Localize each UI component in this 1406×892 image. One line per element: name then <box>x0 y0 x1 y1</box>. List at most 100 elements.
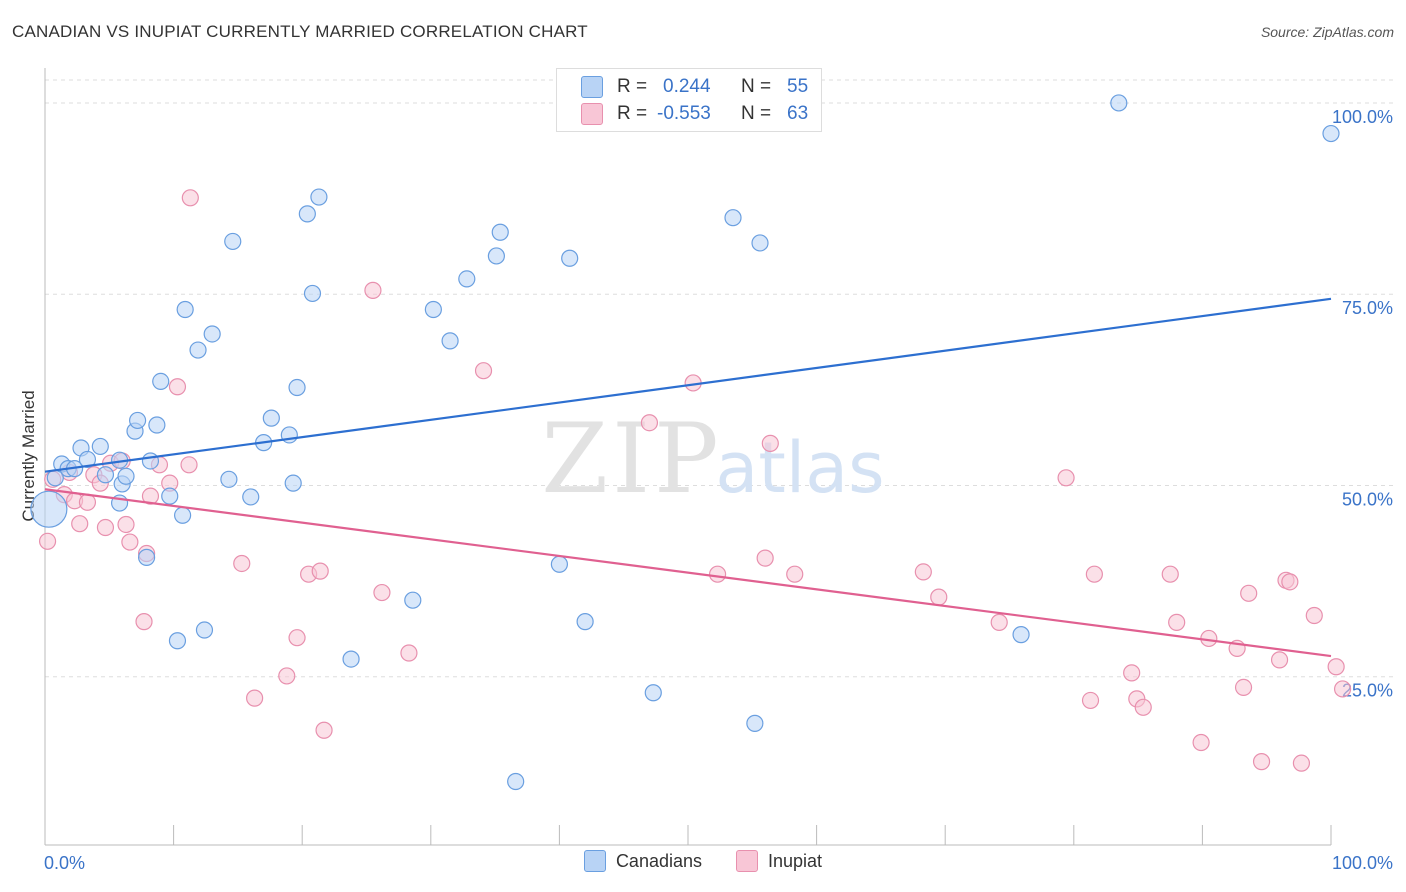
chart-source: Source: ZipAtlas.com <box>1260 24 1394 40</box>
inupiat-point <box>364 281 382 299</box>
canadians-point <box>487 247 505 265</box>
inupiat-r-value: -0.553 <box>657 103 711 124</box>
canadians-point <box>576 613 594 631</box>
canadians-point <box>550 555 569 573</box>
canadians-point <box>751 234 769 252</box>
inupiat-point <box>1281 573 1299 591</box>
stats-box: R = 0.244 N = 55 R = -0.553 N = 63 <box>556 68 822 132</box>
inupiat-point <box>914 563 932 581</box>
canadians-point <box>91 437 109 456</box>
canadians-point <box>507 772 525 791</box>
inupiat-point <box>1333 680 1352 698</box>
inupiat-point <box>96 518 115 537</box>
n-label: N = <box>741 76 772 97</box>
inupiat-point <box>1123 664 1141 682</box>
canadians-point <box>1322 124 1340 143</box>
inupiat-point <box>400 644 418 662</box>
inupiat-point <box>141 487 160 505</box>
canadians-points <box>30 94 1340 791</box>
canadians-trend-line <box>44 297 1332 473</box>
canadians-point <box>195 621 214 639</box>
canadians-point <box>310 188 328 206</box>
y-tick-label: 50.0% <box>1342 489 1393 509</box>
r-label: R = <box>617 76 648 97</box>
inupiat-point <box>1168 613 1186 631</box>
inupiat-point <box>474 362 493 380</box>
inupiat-point <box>756 549 774 567</box>
y-tick-label: 100.0% <box>1332 107 1393 127</box>
inupiat-point <box>640 414 659 432</box>
inupiat-point <box>78 493 97 511</box>
inupiat-point <box>180 456 198 474</box>
canadians-point <box>724 209 742 227</box>
legend-swatch-canadians <box>583 850 606 872</box>
canadians-point <box>242 488 260 506</box>
chart-legend: Canadians Inupiat <box>0 850 1406 872</box>
stats-row-inupiat: R = -0.553 N = 63 <box>581 101 808 127</box>
canadians-point <box>203 325 221 343</box>
canadians-point <box>152 372 170 391</box>
canadians-point <box>128 411 147 430</box>
tick-labels: 25.0% 50.0% 75.0% 100.0% 0.0% 100.0% <box>44 107 1393 873</box>
y-tick-label: 25.0% <box>1342 681 1393 701</box>
canadians-point <box>176 300 194 319</box>
inupiat-point <box>1192 733 1210 752</box>
canadians-point <box>288 378 306 397</box>
canadians-point <box>141 452 160 470</box>
canadians-point <box>424 300 442 319</box>
inupiat-point <box>373 583 391 602</box>
canadians-point <box>491 223 509 241</box>
stats-row-canadians: R = 0.244 N = 55 <box>581 74 808 100</box>
watermark-zip: ZIP <box>541 403 722 515</box>
inupiat-point <box>1292 754 1311 772</box>
chart-title: CANADIAN VS INUPIAT CURRENTLY MARRIED CO… <box>12 22 588 41</box>
legend-item-inupiat[interactable]: Inupiat <box>736 850 822 872</box>
canadians-point <box>1110 94 1128 112</box>
inupiat-point <box>71 515 89 533</box>
legend-item-canadians[interactable]: Canadians <box>583 850 702 872</box>
inupiat-point <box>1270 651 1289 669</box>
canadians-point <box>1012 626 1030 644</box>
canadians-point <box>174 506 192 524</box>
inupiat-trend-line <box>44 488 1332 658</box>
canadians-r-value: 0.244 <box>663 76 711 97</box>
inupiat-points <box>38 189 1352 772</box>
canadians-point <box>220 470 238 488</box>
inupiat-point <box>1234 678 1253 697</box>
x-tick-label: 0.0% <box>44 853 85 873</box>
inupiat-point <box>990 613 1008 631</box>
inupiat-point <box>1057 469 1075 487</box>
canadians-point <box>137 548 156 566</box>
inupiat-point <box>288 629 306 647</box>
inupiat-point <box>786 565 804 583</box>
inupiat-point <box>1252 753 1271 771</box>
canadians-n-value: 55 <box>787 76 809 97</box>
canadians-point <box>161 487 179 505</box>
r-label: R = <box>617 103 648 124</box>
inupiat-point <box>708 565 727 583</box>
inupiat-point <box>315 721 333 739</box>
trend-lines <box>44 297 1332 658</box>
inupiat-point <box>930 588 948 606</box>
watermark: ZIP atlas <box>541 403 884 515</box>
inupiat-point <box>278 667 296 685</box>
inupiat-point <box>1085 565 1103 583</box>
canadians-point <box>342 650 360 668</box>
canadians-point <box>303 284 322 303</box>
watermark-atlas: atlas <box>715 427 884 509</box>
inupiat-point <box>168 378 187 396</box>
canadians-point <box>96 466 115 484</box>
canadians-point <box>561 249 579 267</box>
legend-swatch-inupiat <box>736 850 758 872</box>
inupiat-point <box>38 532 57 550</box>
inupiat-n-value: 63 <box>787 103 809 124</box>
inupiat-point <box>121 533 139 551</box>
legend-label-canadians: Canadians <box>615 850 702 871</box>
canadians-point <box>458 270 476 288</box>
canadians-point <box>644 684 662 702</box>
canadians-point <box>746 714 764 732</box>
inupiat-point <box>1240 584 1258 602</box>
inupiat-point <box>761 434 779 452</box>
canadians-point <box>30 490 68 528</box>
